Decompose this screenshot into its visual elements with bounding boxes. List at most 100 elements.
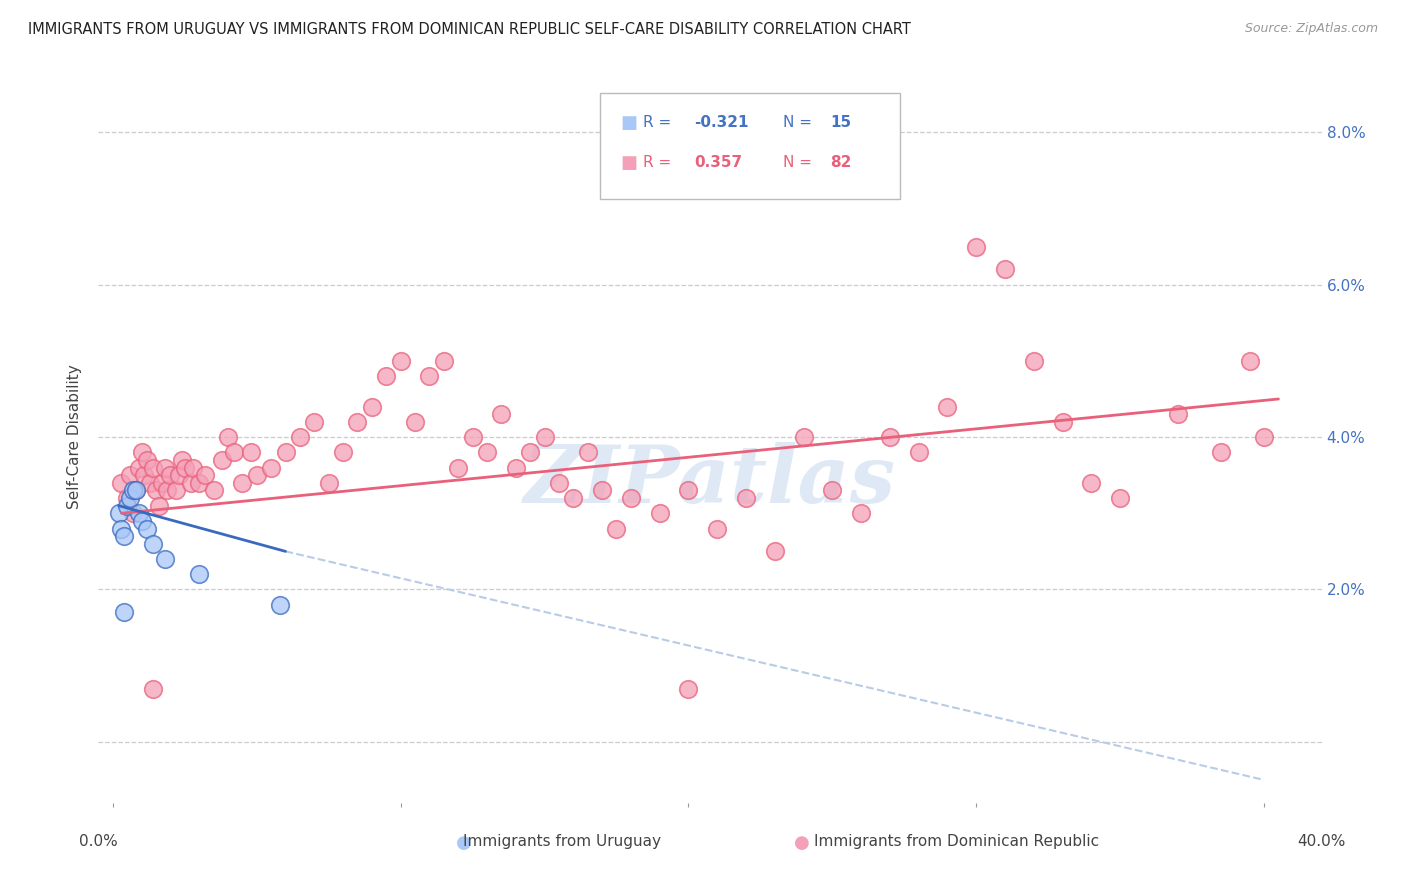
Point — [139, 475, 162, 490]
Point — [1052, 415, 1074, 429]
Point — [145, 483, 167, 498]
Text: ●: ● — [793, 834, 810, 852]
Point — [107, 506, 129, 520]
Point — [288, 430, 311, 444]
Point — [821, 483, 844, 498]
Point — [389, 354, 412, 368]
Point — [519, 445, 541, 459]
Text: ●: ● — [456, 834, 472, 852]
Point — [112, 605, 135, 619]
Point — [183, 460, 205, 475]
Text: -0.321: -0.321 — [695, 115, 748, 130]
Point — [231, 475, 253, 490]
Point — [1080, 475, 1102, 490]
Point — [879, 430, 901, 444]
Point — [332, 445, 354, 459]
Point — [1109, 491, 1132, 505]
Point — [122, 483, 145, 498]
Point — [793, 430, 815, 444]
Point — [115, 499, 138, 513]
Point — [304, 415, 326, 429]
Text: IMMIGRANTS FROM URUGUAY VS IMMIGRANTS FROM DOMINICAN REPUBLIC SELF-CARE DISABILI: IMMIGRANTS FROM URUGUAY VS IMMIGRANTS FR… — [28, 22, 911, 37]
Text: R =: R = — [643, 155, 676, 170]
Point — [735, 491, 758, 505]
Point — [128, 506, 150, 520]
Point — [165, 483, 187, 498]
Point — [115, 491, 138, 505]
Point — [260, 460, 283, 475]
Point — [150, 475, 173, 490]
Point — [211, 453, 233, 467]
Point — [167, 468, 190, 483]
Point — [217, 430, 239, 444]
Point — [678, 483, 700, 498]
Point — [188, 475, 211, 490]
Text: N =: N = — [783, 155, 817, 170]
Point — [576, 445, 599, 459]
Point — [274, 445, 297, 459]
Point — [142, 681, 165, 696]
Point — [648, 506, 671, 520]
Text: ZIPatlas: ZIPatlas — [524, 442, 896, 520]
Point — [202, 483, 225, 498]
Point — [418, 369, 440, 384]
Point — [148, 499, 170, 513]
Point — [128, 460, 150, 475]
Point — [125, 483, 148, 498]
Text: Immigrants from Uruguay: Immigrants from Uruguay — [464, 834, 661, 849]
Point — [1253, 430, 1275, 444]
Point — [562, 491, 585, 505]
Point — [620, 491, 643, 505]
Point — [849, 506, 872, 520]
Point — [318, 475, 340, 490]
Point — [447, 460, 470, 475]
Point — [1167, 407, 1189, 421]
Point — [907, 445, 929, 459]
Text: ■: ■ — [620, 113, 638, 131]
Text: 15: 15 — [830, 115, 851, 130]
Text: Source: ZipAtlas.com: Source: ZipAtlas.com — [1244, 22, 1378, 36]
Point — [136, 521, 159, 535]
Point — [159, 468, 181, 483]
Point — [246, 468, 269, 483]
Point — [134, 468, 156, 483]
Point — [346, 415, 368, 429]
Point — [153, 460, 176, 475]
Point — [142, 460, 165, 475]
Point — [142, 537, 165, 551]
Text: R =: R = — [643, 115, 676, 130]
Point — [188, 567, 211, 582]
Point — [131, 445, 153, 459]
Y-axis label: Self-Care Disability: Self-Care Disability — [67, 365, 83, 509]
Point — [153, 552, 176, 566]
Point — [180, 475, 202, 490]
Point — [1239, 354, 1261, 368]
Point — [706, 521, 728, 535]
Point — [461, 430, 484, 444]
Point — [120, 468, 142, 483]
Point — [965, 239, 987, 253]
Text: ■: ■ — [620, 153, 638, 172]
Point — [375, 369, 398, 384]
Point — [222, 445, 245, 459]
FancyBboxPatch shape — [600, 94, 900, 200]
Point — [678, 681, 700, 696]
Text: 40.0%: 40.0% — [1298, 834, 1346, 849]
Point — [170, 453, 193, 467]
Point — [605, 521, 627, 535]
Point — [433, 354, 456, 368]
Point — [533, 430, 555, 444]
Point — [505, 460, 527, 475]
Point — [112, 529, 135, 543]
Point — [763, 544, 786, 558]
Text: 0.0%: 0.0% — [79, 834, 118, 849]
Point — [136, 453, 159, 467]
Point — [110, 475, 132, 490]
Point — [125, 483, 148, 498]
Point — [110, 521, 132, 535]
Point — [591, 483, 613, 498]
Point — [1022, 354, 1045, 368]
Point — [491, 407, 513, 421]
Text: 0.357: 0.357 — [695, 155, 742, 170]
Point — [1209, 445, 1232, 459]
